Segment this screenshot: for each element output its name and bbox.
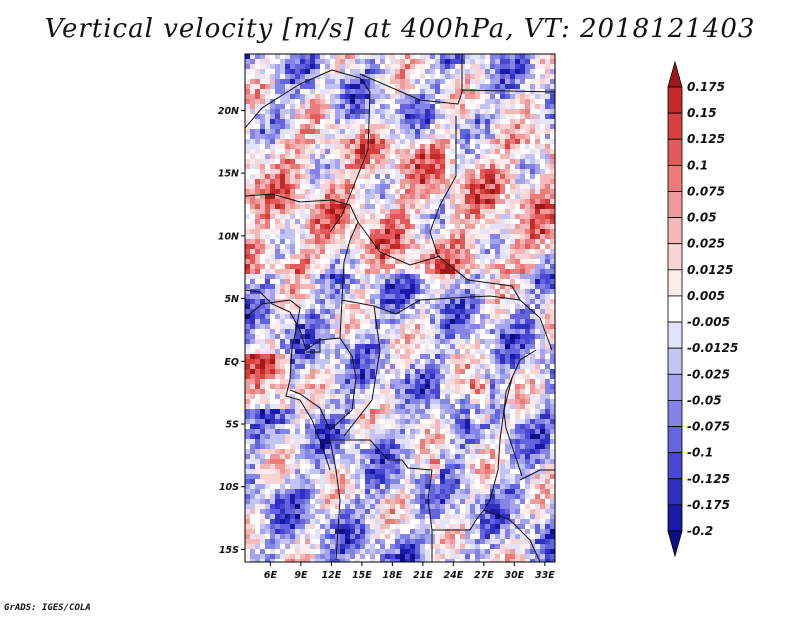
colorbar-segment	[667, 373, 683, 401]
lon-tick-label: 15E	[352, 570, 372, 581]
colorbar-label: 0.0125	[687, 263, 733, 277]
lon-tick-label: 33E	[535, 570, 555, 581]
colorbar-min-arrow	[667, 530, 683, 558]
colorbar-label: -0.025	[687, 367, 730, 381]
country-border	[357, 221, 441, 266]
colorbar-segment	[667, 321, 683, 349]
colorbar-segment	[667, 478, 683, 506]
map-frame	[244, 53, 556, 563]
country-border	[245, 289, 321, 351]
lat-tick-label: EQ	[224, 357, 239, 368]
lon-tick-label: 21E	[413, 570, 433, 581]
coastline	[503, 377, 523, 477]
colorbar-segment	[667, 191, 683, 218]
colorbar-label: 0.15	[687, 106, 717, 120]
colorbar-label: -0.0125	[687, 341, 738, 355]
velocity-map-area	[245, 54, 555, 562]
colorbar-label: -0.1	[687, 446, 713, 460]
colorbar-label: -0.05	[687, 393, 722, 407]
colorbar-max-arrow	[667, 60, 683, 88]
lon-tick-label: 6E	[264, 570, 278, 581]
colorbar-label: 0.005	[687, 289, 725, 303]
country-border	[245, 69, 371, 233]
colorbar-label: 0.075	[687, 184, 725, 198]
lon-tick-label: 27E	[474, 570, 494, 581]
lon-tick-label: 30E	[504, 570, 524, 581]
colorbar-label: -0.2	[687, 524, 713, 538]
longitude-axis: 6E 9E 12E 15E 18E 21E 24E 27E 30E 33E	[264, 562, 555, 581]
grads-credit: GrADS: IGES/COLA	[4, 603, 91, 613]
lon-tick-label: 12E	[322, 570, 342, 581]
country-border	[306, 338, 321, 353]
map-title: Vertical velocity [m/s] at 400hPa, VT: 2…	[44, 14, 756, 44]
colorbar: 0.175 0.15 0.125 0.1 0.075 0.05 0.025 0.0125 0.0…	[667, 60, 738, 558]
country-border	[329, 439, 341, 561]
colorbar-label: -0.075	[687, 420, 730, 434]
colorbar-segment	[667, 243, 683, 271]
lat-tick-label: 5N	[224, 294, 239, 305]
colorbar-label: 0.025	[687, 237, 725, 251]
latitude-axis: 20N 15N 10N 5N EQ 5S 10S 15S	[218, 106, 245, 556]
country-border	[343, 305, 381, 437]
country-border	[429, 116, 521, 301]
country-border	[461, 89, 555, 93]
lat-tick-label: 15N	[218, 169, 239, 180]
lat-tick-label: 20N	[218, 106, 239, 117]
country-border	[359, 54, 463, 105]
colorbar-segment	[667, 504, 683, 532]
country-border	[330, 439, 470, 531]
colorbar-segment	[667, 86, 683, 114]
colorbar-segment	[667, 112, 683, 140]
lon-tick-label: 18E	[383, 570, 403, 581]
lat-tick-label: 15S	[219, 545, 239, 556]
country-border	[519, 469, 555, 481]
country-border	[289, 337, 357, 431]
lon-tick-label: 24E	[444, 570, 464, 581]
country-border	[483, 509, 541, 562]
lat-tick-label: 10S	[219, 482, 239, 493]
colorbar-segment	[667, 269, 683, 297]
lat-tick-label: 5S	[226, 420, 240, 431]
colorbar-segment	[667, 138, 683, 166]
colorbar-label: -0.005	[687, 315, 730, 329]
lon-tick-label: 9E	[294, 570, 308, 581]
colorbar-segment	[667, 426, 683, 454]
colorbar-segment	[667, 347, 683, 375]
country-border	[469, 349, 537, 531]
colorbar-label: -0.175	[687, 498, 730, 512]
lat-tick-label: 10N	[218, 231, 239, 242]
coastline	[245, 299, 331, 471]
colorbar-label: 0.1	[687, 158, 708, 172]
colorbar-segment	[667, 295, 683, 323]
colorbar-label: 0.125	[687, 132, 725, 146]
map-figure: 6E 9E 12E 15E 18E 21E 24E 27E 30E 33E 20N 15N 10N 5N…	[218, 53, 738, 581]
colorbar-label: 0.175	[687, 80, 725, 94]
colorbar-segment	[667, 217, 683, 245]
colorbar-label: -0.125	[687, 472, 730, 486]
colorbar-segment	[667, 164, 683, 192]
country-border	[341, 295, 553, 351]
colorbar-label: 0.05	[687, 211, 717, 225]
colorbar-segment	[667, 400, 683, 427]
colorbar-segment	[667, 452, 683, 480]
